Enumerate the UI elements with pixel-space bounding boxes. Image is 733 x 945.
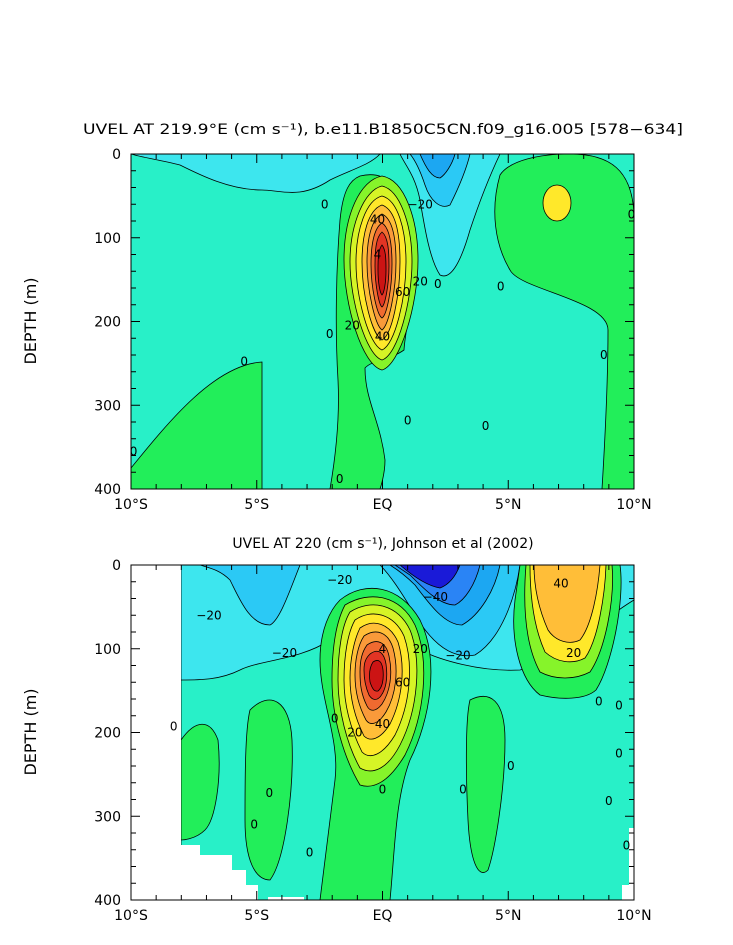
y-tick-label: 200: [94, 726, 121, 742]
panel-title: UVEL AT 219.9°E (cm s⁻¹), b.e11.B1850C5C…: [83, 122, 683, 138]
x-tick-label: EQ: [373, 497, 393, 513]
contour-label: 0: [404, 413, 412, 427]
contour-band: [131, 361, 263, 489]
x-tick-label: 10°N: [616, 908, 651, 924]
contour-band: [409, 154, 471, 207]
contour-label: 0: [482, 419, 490, 433]
y-tick-label: 400: [94, 893, 121, 909]
contour-label: 0: [331, 711, 339, 725]
contour-band: [419, 154, 456, 179]
contour-label: 0: [306, 845, 314, 859]
contour-label: 0: [595, 695, 603, 709]
y-tick-label: 400: [94, 482, 121, 498]
contour-label: 20: [413, 642, 428, 656]
contour-label: 0: [628, 207, 636, 221]
contour-label: 20: [413, 274, 428, 288]
contour-label: −40: [423, 590, 448, 604]
y-axis-label: DEPTH (m): [21, 277, 40, 364]
contour-label: 0: [459, 782, 467, 796]
y-tick-label: 200: [94, 315, 121, 331]
contour-label: 0: [434, 277, 442, 291]
contour-band: [180, 723, 220, 841]
contour-label: 0: [240, 355, 248, 369]
contour-fill-region: [131, 154, 634, 489]
contour-label: 0: [615, 746, 623, 760]
contour-label: 0: [615, 699, 623, 713]
panel-title: UVEL AT 220 (cm s⁻¹), Johnson et al (200…: [232, 536, 533, 552]
contour-band: [399, 565, 461, 589]
contour-label: −20: [272, 646, 297, 660]
contour-label: 0: [130, 444, 138, 458]
contour-band: [199, 565, 301, 626]
contour-label: 20: [345, 319, 360, 333]
observation-section-panel: UVEL AT 220 (cm s⁻¹), Johnson et al (200…: [21, 536, 652, 924]
x-tick-label: 5°S: [244, 908, 269, 924]
x-axis: 10°S 5°S EQ 5°N 10°N: [114, 565, 652, 924]
contour-band: [131, 154, 381, 193]
y-tick-label: 100: [94, 642, 121, 658]
contour-label: 40: [370, 212, 385, 226]
contour-label: 60: [395, 285, 410, 299]
missing-data-mask: [622, 828, 634, 900]
x-tick-label: 10°S: [114, 497, 148, 513]
contour-fill-region: [131, 565, 634, 900]
contour-band: [244, 699, 293, 881]
contour-label: −20: [327, 573, 352, 587]
contour-label: 0: [321, 197, 329, 211]
contour-label: 0: [507, 759, 515, 773]
contour-label: 0: [250, 818, 258, 832]
y-tick-label: 0: [112, 147, 121, 163]
contour-label: 4: [379, 642, 387, 656]
missing-data-mask: [268, 897, 304, 900]
x-tick-label: EQ: [373, 908, 393, 924]
contour-label: 0: [266, 786, 274, 800]
contour-label: 20: [347, 726, 362, 740]
contour-label: 20: [566, 646, 581, 660]
contour-band: [377, 244, 387, 296]
contour-label: 40: [553, 576, 568, 590]
x-tick-label: 10°S: [114, 908, 148, 924]
contour-label: 40: [375, 717, 390, 731]
contour-label: 0: [170, 720, 178, 734]
contour-label: 60: [395, 675, 410, 689]
contour-label: 0: [623, 839, 631, 853]
y-axis-label: DEPTH (m): [21, 688, 40, 775]
contour-label: −20: [196, 608, 221, 622]
contour-label: 0: [326, 327, 334, 341]
contour-label: 0: [336, 472, 344, 486]
x-tick-label: 5°S: [244, 497, 269, 513]
y-tick-label: 300: [94, 398, 121, 414]
x-tick-label: 5°N: [495, 497, 521, 513]
contour-label: 0: [600, 348, 608, 362]
contour-label: 40: [375, 330, 390, 344]
y-tick-label: 300: [94, 809, 121, 825]
model-section-panel: UVEL AT 219.9°E (cm s⁻¹), b.e11.B1850C5C…: [21, 122, 683, 513]
contour-band: [533, 565, 601, 643]
contour-band: [369, 660, 384, 692]
contour-label: 4: [374, 248, 382, 262]
x-tick-label: 10°N: [616, 497, 651, 513]
contour-label: 0: [605, 794, 613, 808]
contour-band: [542, 184, 572, 222]
missing-data-mask: [131, 565, 258, 900]
contour-label: −20: [445, 648, 470, 662]
y-tick-label: 100: [94, 231, 121, 247]
y-tick-label: 0: [112, 558, 121, 574]
contour-label: −20: [408, 197, 433, 211]
contour-label: 0: [497, 279, 505, 293]
x-axis: 10°S 5°S EQ 5°N 10°N: [114, 154, 652, 513]
contour-band: [465, 696, 506, 873]
contour-label: 0: [379, 782, 387, 796]
x-tick-label: 5°N: [495, 908, 521, 924]
